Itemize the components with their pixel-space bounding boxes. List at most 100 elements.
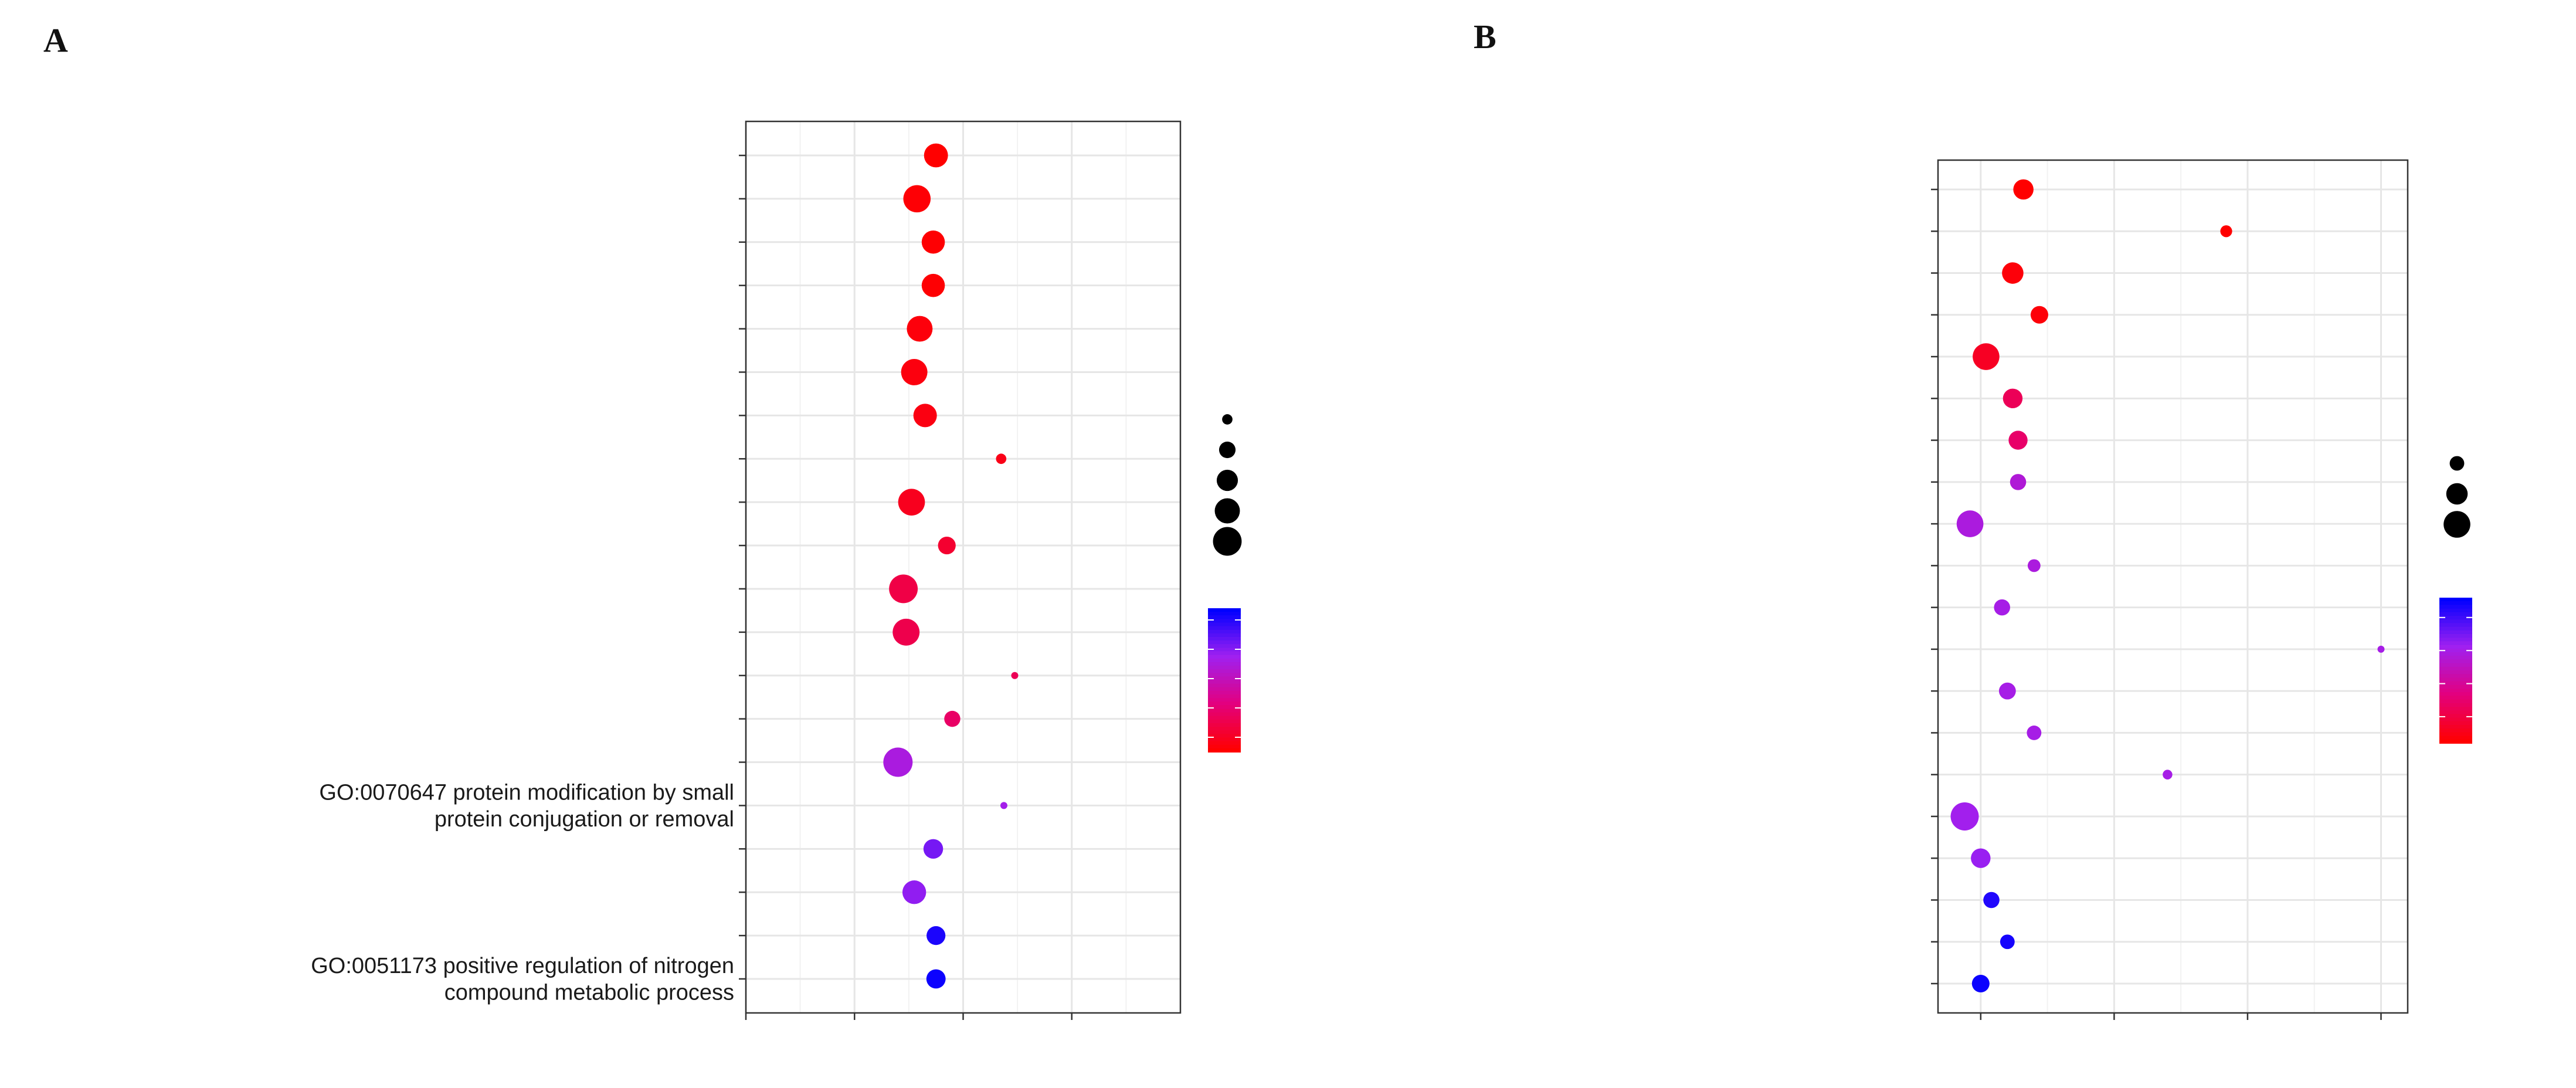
color-legend-strip [1208,705,1241,710]
color-legend-strip [2439,652,2472,657]
data-point [924,143,948,168]
color-legend-strip [1208,712,1241,717]
color-legend-strip [2439,739,2472,744]
color-legend-strip [1208,655,1241,659]
color-legend-strip [1208,748,1241,753]
color-legend-strip [1208,741,1241,745]
color-legend-strip [2439,656,2472,660]
data-point [1971,974,1990,993]
color-legend-strip [1208,637,1241,642]
color-legend-strip [2439,630,2472,635]
color-legend-strip [2439,601,2472,606]
plot-border [1937,159,2409,1014]
color-legend-strip [2439,616,2472,621]
data-point [898,489,925,516]
size-legend-dot [1219,441,1236,459]
color-legend-strip [1208,687,1241,692]
data-point [926,969,946,989]
color-legend-strip [1208,730,1241,735]
color-legend-strip [2439,735,2472,740]
color-legend-strip [2439,692,2472,697]
color-legend-strip [1208,629,1241,634]
color-legend-strip [2439,732,2472,737]
data-point [2013,179,2034,200]
color-legend-strip [1208,648,1241,652]
color-legend-strip [2439,725,2472,730]
data-point [892,618,920,646]
data-point [938,536,956,555]
color-legend-strip [2439,666,2472,671]
color-legend-strip [1208,690,1241,695]
color-legend-strip [1208,612,1241,616]
color-legend-strip [2439,598,2472,602]
data-point [2163,770,2173,779]
color-legend-strip [2439,684,2472,689]
color-legend-strip [2439,674,2472,679]
data-point [1971,848,1991,868]
color-legend-strip [2439,707,2472,711]
data-point [1000,802,1007,809]
plot-panel [1938,160,2408,1013]
data-point [923,839,943,859]
data-point [2003,388,2023,409]
data-point [883,747,913,777]
y-tick-label: GO:0070647 protein modification by small… [319,780,734,832]
color-legend-strip [2439,663,2472,667]
color-legend-strip [2439,689,2472,693]
size-legend-dot [2449,456,2465,471]
data-point [2220,225,2232,238]
data-point [2000,934,2015,950]
data-point [921,273,945,297]
color-legend-strip [2439,605,2472,609]
color-legend-strip [1208,719,1241,724]
color-legend-strip [1208,676,1241,681]
color-legend-strip [1208,662,1241,666]
color-legend-strip [2439,612,2472,616]
color-legend-strip [2439,619,2472,624]
data-point [1950,802,1979,831]
y-tick-label: GO:0051173 positive regulation of nitrog… [311,954,734,1005]
color-legend-strip [2439,696,2472,700]
color-legend-strip [2439,608,2472,613]
data-point [2027,726,2042,740]
panel-label-a: A [43,21,68,59]
data-point [1983,892,2000,909]
data-point [2010,474,2027,490]
color-legend-strip [2439,703,2472,707]
data-point [907,316,933,342]
color-legend-strip [1208,701,1241,706]
data-point [1011,672,1019,679]
data-point [889,574,918,604]
color-legend-strip [1208,737,1241,742]
color-legend-strip [1208,633,1241,638]
go-enrichment-chart: GO:0070647 protein modification by small… [311,120,1242,1020]
color-legend-strip [2439,681,2472,686]
color-legend-strip [1208,669,1241,674]
color-legend-strip [1208,673,1241,677]
color-legend-strip [2439,677,2472,682]
data-point [926,926,946,945]
color-legend-strip [2439,638,2472,642]
data-point [944,710,961,727]
size-legend-dot [1214,498,1240,524]
color-legend-strip [2439,721,2472,726]
color-legend-strip [1208,622,1241,627]
kegg-enrichment-chart [1931,159,2472,1020]
data-point [1994,599,2010,616]
y-tick-label-line: compound metabolic process [444,981,734,1005]
size-legend-dot [2446,483,2468,505]
color-legend-strip [1208,651,1241,656]
color-legend-strip [2439,645,2472,649]
color-legend-strip [1208,709,1241,713]
color-legend-strip [1208,744,1241,749]
size-legend-dot [1213,527,1242,556]
color-legend-strip [1208,608,1241,613]
size-legend-dot [1216,469,1238,492]
color-legend-strip [2439,710,2472,715]
data-point [921,231,945,254]
y-tick-label-line: GO:0051173 positive regulation of nitrog… [311,954,734,978]
color-legend-strip [1208,683,1241,688]
y-tick-label-line: GO:0070647 protein modification by small [319,780,734,805]
data-point [913,404,937,428]
